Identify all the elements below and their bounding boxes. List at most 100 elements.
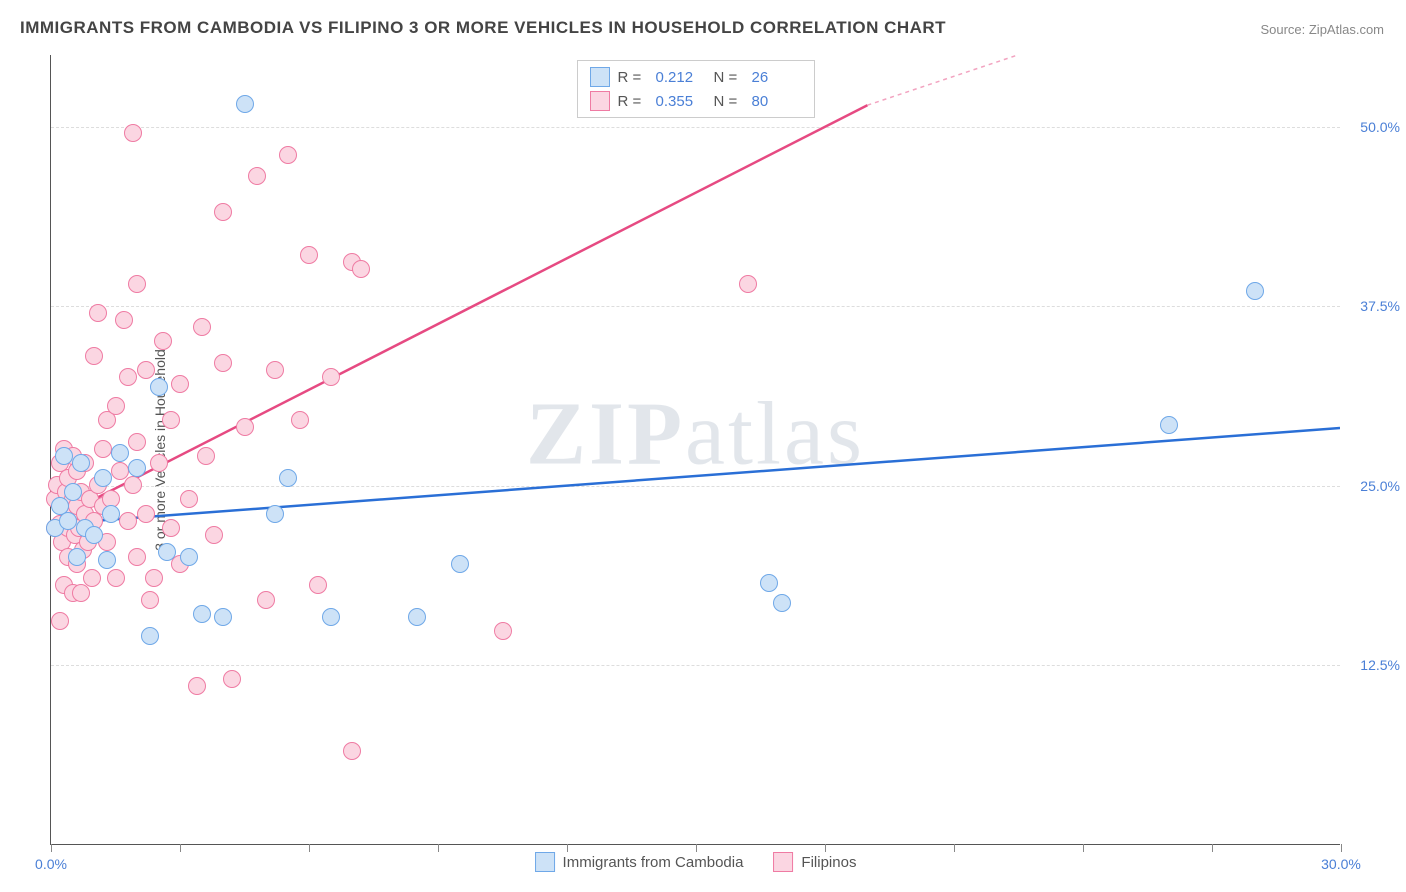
data-point xyxy=(171,375,189,393)
data-point xyxy=(55,447,73,465)
legend-n-value: 26 xyxy=(752,69,802,86)
data-point xyxy=(214,608,232,626)
legend-n-label: N = xyxy=(714,93,744,110)
x-tick xyxy=(825,844,826,852)
data-point xyxy=(494,622,512,640)
x-tick xyxy=(696,844,697,852)
data-point xyxy=(279,469,297,487)
trend-lines xyxy=(51,55,1340,844)
data-point xyxy=(72,454,90,472)
data-point xyxy=(739,275,757,293)
legend-row: R =0.355N =80 xyxy=(590,89,802,113)
data-point xyxy=(94,440,112,458)
data-point xyxy=(150,454,168,472)
data-point xyxy=(291,411,309,429)
legend-r-value: 0.212 xyxy=(656,69,706,86)
y-tick-label: 12.5% xyxy=(1360,657,1400,673)
y-tick-label: 50.0% xyxy=(1360,119,1400,135)
data-point xyxy=(141,591,159,609)
data-point xyxy=(352,260,370,278)
x-tick xyxy=(180,844,181,852)
y-tick-label: 37.5% xyxy=(1360,298,1400,314)
data-point xyxy=(162,519,180,537)
data-point xyxy=(193,605,211,623)
data-point xyxy=(119,512,137,530)
data-point xyxy=(236,95,254,113)
plot-area: 3 or more Vehicles in Household ZIPatlas… xyxy=(50,55,1340,845)
data-point xyxy=(343,742,361,760)
legend-label: Immigrants from Cambodia xyxy=(563,854,744,871)
data-point xyxy=(322,608,340,626)
legend-row: R =0.212N =26 xyxy=(590,65,802,89)
correlation-legend: R =0.212N =26R =0.355N =80 xyxy=(577,60,815,118)
data-point xyxy=(124,124,142,142)
x-tick-label: 30.0% xyxy=(1321,856,1361,872)
data-point xyxy=(266,361,284,379)
data-point xyxy=(102,505,120,523)
data-point xyxy=(128,548,146,566)
data-point xyxy=(137,505,155,523)
x-tick xyxy=(1083,844,1084,852)
data-point xyxy=(257,591,275,609)
data-point xyxy=(98,551,116,569)
legend-swatch xyxy=(590,67,610,87)
x-tick xyxy=(438,844,439,852)
data-point xyxy=(89,304,107,322)
data-point xyxy=(111,462,129,480)
data-point xyxy=(59,512,77,530)
data-point xyxy=(107,397,125,415)
data-point xyxy=(85,526,103,544)
data-point xyxy=(128,459,146,477)
data-point xyxy=(64,483,82,501)
data-point xyxy=(1160,416,1178,434)
data-point xyxy=(205,526,223,544)
legend-item: Immigrants from Cambodia xyxy=(535,852,744,872)
data-point xyxy=(408,608,426,626)
gridline xyxy=(51,306,1340,307)
chart-title: IMMIGRANTS FROM CAMBODIA VS FILIPINO 3 O… xyxy=(20,18,946,38)
data-point xyxy=(137,361,155,379)
x-tick xyxy=(954,844,955,852)
data-point xyxy=(180,490,198,508)
x-tick-label: 0.0% xyxy=(35,856,67,872)
y-tick-label: 25.0% xyxy=(1360,478,1400,494)
legend-swatch xyxy=(590,91,610,111)
data-point xyxy=(223,670,241,688)
data-point xyxy=(154,332,172,350)
data-point xyxy=(162,411,180,429)
legend-item: Filipinos xyxy=(773,852,856,872)
data-point xyxy=(128,433,146,451)
data-point xyxy=(180,548,198,566)
data-point xyxy=(141,627,159,645)
x-tick xyxy=(1341,844,1342,852)
data-point xyxy=(68,548,86,566)
data-point xyxy=(145,569,163,587)
gridline xyxy=(51,127,1340,128)
data-point xyxy=(193,318,211,336)
watermark: ZIPatlas xyxy=(526,382,865,485)
x-tick xyxy=(567,844,568,852)
data-point xyxy=(94,469,112,487)
data-point xyxy=(111,444,129,462)
data-point xyxy=(322,368,340,386)
data-point xyxy=(309,576,327,594)
data-point xyxy=(451,555,469,573)
data-point xyxy=(119,368,137,386)
data-point xyxy=(158,543,176,561)
data-point xyxy=(214,203,232,221)
series-legend: Immigrants from Cambodia Filipinos xyxy=(535,852,857,872)
data-point xyxy=(124,476,142,494)
data-point xyxy=(248,167,266,185)
data-point xyxy=(51,612,69,630)
legend-swatch xyxy=(773,852,793,872)
data-point xyxy=(773,594,791,612)
legend-r-label: R = xyxy=(618,93,648,110)
x-tick xyxy=(51,844,52,852)
data-point xyxy=(107,569,125,587)
gridline xyxy=(51,665,1340,666)
x-tick xyxy=(309,844,310,852)
data-point xyxy=(1246,282,1264,300)
data-point xyxy=(236,418,254,436)
data-point xyxy=(300,246,318,264)
data-point xyxy=(115,311,133,329)
